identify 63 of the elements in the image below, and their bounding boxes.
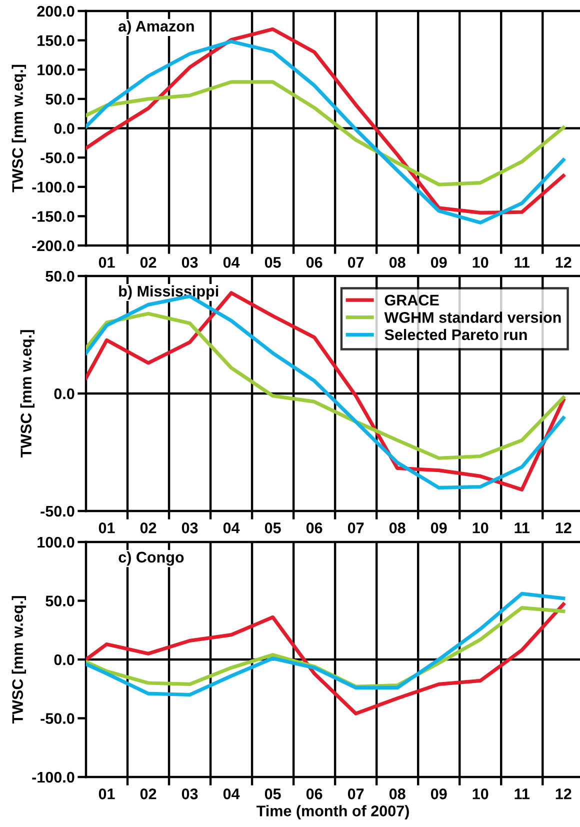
x-tick-label: 01: [98, 257, 115, 268]
text: b) Mississippi: [119, 285, 218, 300]
x-tick-label: 07: [348, 522, 364, 534]
x-tick-label: 12: [556, 257, 572, 268]
x-tick-label: 02: [140, 788, 156, 800]
x-tick-label: 12: [556, 522, 572, 534]
y-tick-label: 0.0: [54, 388, 74, 400]
x-tick-label: 06: [306, 522, 322, 534]
y-tick-label: -50.0: [40, 152, 74, 164]
y-tick-label: -50.0: [40, 506, 74, 517]
y-axis-title: TWSC [mm w.eq.]: [12, 596, 26, 724]
text: c) Congo: [118, 551, 184, 566]
x-tick-label: 07: [348, 257, 364, 268]
y-axis-title: TWSC [mm w.eq.]: [12, 64, 26, 192]
x-tick-label: 05: [264, 522, 281, 534]
x-tick-label: 06: [306, 257, 322, 268]
x-tick-label: 07: [348, 788, 364, 800]
y-tick-label: 50.0: [46, 596, 74, 606]
y-tick-label: 100.0: [38, 64, 74, 76]
x-tick-label: 11: [514, 522, 530, 534]
x-tick-label: 02: [140, 522, 156, 534]
x-tick-label: 09: [430, 257, 447, 268]
x-tick-label: 11: [514, 257, 530, 268]
x-tick-label: 04: [223, 257, 240, 268]
y-tick-label: -150.0: [32, 211, 74, 222]
y-tick-label: 50.0: [46, 94, 74, 105]
x-tick-label: 01: [98, 788, 115, 800]
x-tick-label: 06: [306, 788, 322, 800]
x-tick-label: 10: [472, 522, 488, 534]
y-tick-label: -200.0: [32, 240, 74, 252]
text: a) Amazon: [118, 20, 194, 35]
x-tick-label: 08: [389, 257, 406, 268]
y-tick-label: -100.0: [32, 182, 74, 193]
x-tick-label: 04: [223, 522, 240, 534]
x-tick-label: 08: [389, 522, 406, 534]
y-tick-label: 200.0: [37, 6, 74, 17]
y-tick-label: 150.0: [38, 35, 74, 46]
x-tick-label: 05: [264, 257, 281, 268]
y-tick-label: -50.0: [40, 713, 74, 724]
x-tick-label: 08: [389, 788, 406, 800]
x-tick-label: 05: [264, 788, 281, 800]
y-tick-label: -100.0: [32, 772, 74, 783]
y-tick-label: 50.0: [46, 270, 74, 282]
x-tick-label: 09: [430, 788, 447, 800]
legend-label: GRACE: [384, 294, 439, 306]
y-tick-label: 100.0: [38, 536, 74, 548]
x-tick-label: 10: [472, 788, 488, 800]
legend-label: Selected Pareto run: [384, 328, 527, 340]
x-tick-label: 04: [223, 788, 240, 800]
x-tick-label: 03: [182, 522, 198, 534]
x-tick-label: 12: [556, 788, 572, 800]
x-tick-label: 10: [472, 257, 488, 268]
x-axis-title: Time (month of 2007): [256, 805, 409, 820]
x-tick-label: 11: [514, 788, 530, 800]
x-tick-label: 09: [430, 522, 447, 534]
x-tick-label: 03: [182, 788, 198, 800]
y-tick-label: 0.0: [54, 123, 74, 134]
y-axis-title: TWSC [mm w.eq.]: [20, 330, 35, 458]
y-tick-label: 0.0: [54, 654, 74, 666]
legend-label: WGHM standard version: [384, 312, 561, 323]
x-tick-label: 03: [182, 257, 198, 268]
x-tick-label: 01: [98, 522, 115, 534]
x-tick-label: 02: [140, 257, 156, 268]
